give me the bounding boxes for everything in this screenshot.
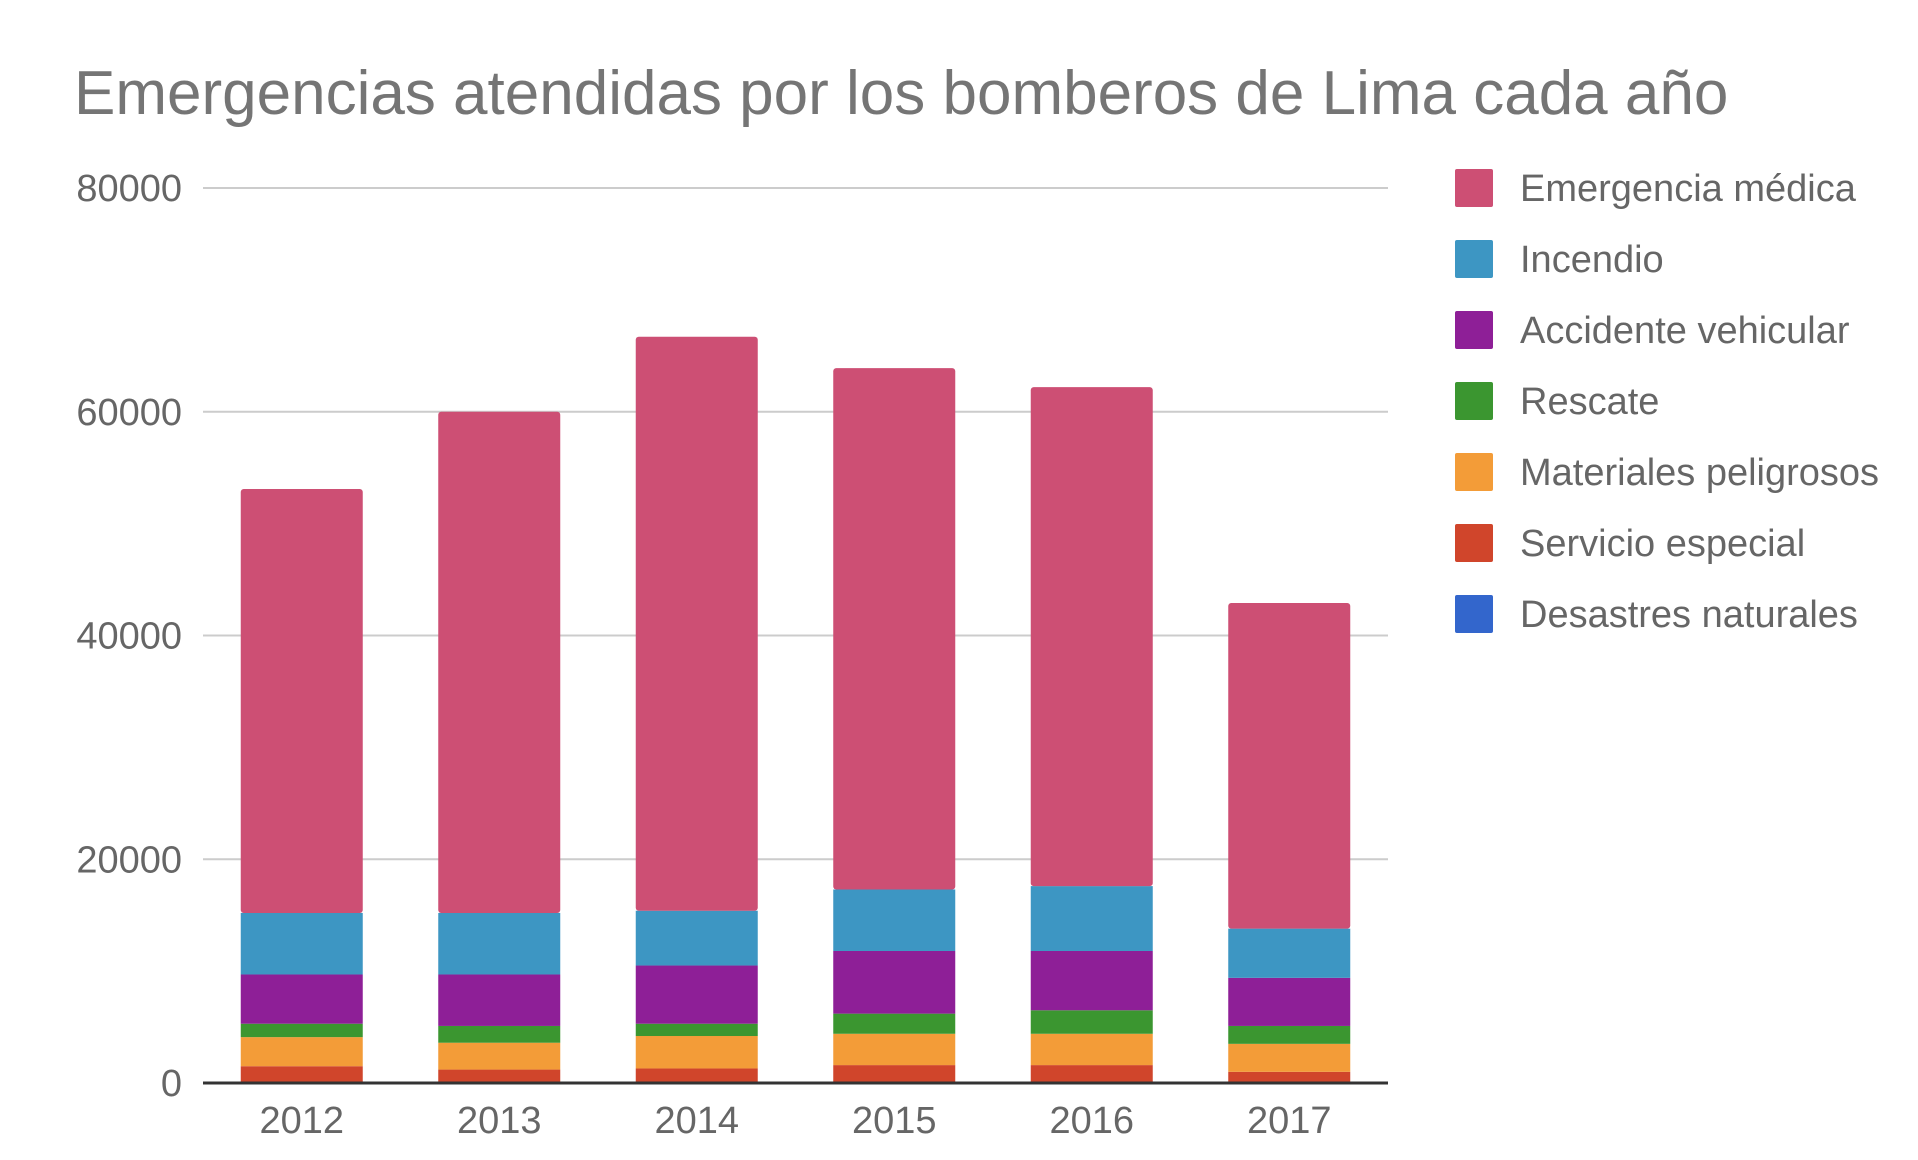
bar-stack-2012 xyxy=(240,488,363,1083)
bar-segment-materiales-peligrosos xyxy=(438,1042,561,1070)
bar-stack-2015 xyxy=(833,368,956,1083)
bar-segment-emergencia-mdica xyxy=(1030,387,1153,887)
bar-segment-rescate xyxy=(833,1013,956,1034)
legend-swatch xyxy=(1455,524,1493,562)
bars xyxy=(240,336,1351,1083)
bar-segment-servicio-especial xyxy=(438,1069,561,1082)
legend-label: Desastres naturales xyxy=(1520,594,1858,636)
legend-swatch xyxy=(1455,169,1493,207)
bar-segment-servicio-especial xyxy=(240,1066,363,1082)
y-tick-label: 60000 xyxy=(76,392,182,434)
x-tick-label: 2015 xyxy=(852,1100,937,1142)
bar-segment-rescate xyxy=(635,1023,758,1037)
bar-stack-2017 xyxy=(1228,603,1351,1083)
legend-swatch xyxy=(1455,382,1493,420)
bar-segment-servicio-especial xyxy=(833,1065,956,1082)
bar-segment-rescate xyxy=(438,1025,561,1043)
x-tick-label: 2017 xyxy=(1247,1100,1332,1142)
bar-segment-emergencia-mdica xyxy=(833,368,956,890)
bar-segment-accidente-vehicular xyxy=(635,965,758,1024)
bar-segment-incendio xyxy=(1228,928,1351,978)
x-tick-label: 2014 xyxy=(654,1100,739,1142)
bar-segment-accidente-vehicular xyxy=(438,974,561,1026)
bar-segment-accidente-vehicular xyxy=(1030,950,1153,1011)
legend-swatch xyxy=(1455,595,1493,633)
legend-swatch xyxy=(1455,240,1493,278)
legend-swatch xyxy=(1455,311,1493,349)
bar-segment-emergencia-mdica xyxy=(635,336,758,911)
legend-item: Incendio xyxy=(1455,239,1664,281)
bar-segment-emergencia-mdica xyxy=(1228,603,1351,929)
bar-segment-materiales-peligrosos xyxy=(635,1036,758,1069)
bar-segment-incendio xyxy=(240,912,363,975)
x-tick-label: 2013 xyxy=(457,1100,542,1142)
bar-segment-rescate xyxy=(240,1023,363,1038)
bar-segment-emergencia-mdica xyxy=(240,488,363,913)
bar-segment-servicio-especial xyxy=(1030,1065,1153,1082)
bar-segment-rescate xyxy=(1228,1025,1351,1044)
y-tick-label: 20000 xyxy=(76,839,182,881)
bar-segment-materiales-peligrosos xyxy=(240,1037,363,1067)
legend-item: Rescate xyxy=(1455,381,1659,423)
legend-swatch xyxy=(1455,453,1493,491)
bar-segment-accidente-vehicular xyxy=(240,974,363,1024)
chart-title: Emergencias atendidas por los bomberos d… xyxy=(74,59,1729,128)
bar-segment-emergencia-mdica xyxy=(438,411,561,913)
y-tick-label: 40000 xyxy=(76,616,182,658)
bar-segment-servicio-especial xyxy=(635,1068,758,1082)
legend-label: Emergencia médica xyxy=(1520,168,1857,210)
bar-segment-accidente-vehicular xyxy=(1228,977,1351,1026)
bar-segment-incendio xyxy=(438,912,561,975)
bar-segment-materiales-peligrosos xyxy=(1030,1033,1153,1066)
legend-item: Servicio especial xyxy=(1455,523,1805,565)
legend-label: Rescate xyxy=(1520,381,1659,423)
bar-segment-servicio-especial xyxy=(1228,1071,1351,1082)
legend-item: Emergencia médica xyxy=(1455,168,1857,210)
bar-segment-materiales-peligrosos xyxy=(1228,1043,1351,1072)
bar-stack-2016 xyxy=(1030,387,1153,1083)
x-tick-label: 2012 xyxy=(259,1100,344,1142)
legend-label: Materiales peligrosos xyxy=(1520,452,1879,494)
y-tick-label: 0 xyxy=(161,1063,182,1105)
legend-item: Materiales peligrosos xyxy=(1455,452,1879,494)
legend-label: Accidente vehicular xyxy=(1520,310,1850,352)
bar-segment-materiales-peligrosos xyxy=(833,1033,956,1066)
bar-segment-rescate xyxy=(1030,1010,1153,1034)
bar-segment-incendio xyxy=(635,910,758,966)
bar-segment-incendio xyxy=(1030,886,1153,951)
legend-item: Desastres naturales xyxy=(1455,594,1858,636)
axes: 0 20000 40000 60000 80000 2012 2013 2014 2015 201… xyxy=(76,168,1388,1142)
x-tick-label: 2016 xyxy=(1049,1100,1134,1142)
bar-segment-incendio xyxy=(833,889,956,951)
bar-segment-accidente-vehicular xyxy=(833,950,956,1014)
gridlines xyxy=(203,187,1388,861)
legend: Emergencia médica Incendio Accidente vehic… xyxy=(1455,168,1879,636)
bar-stack-2013 xyxy=(438,411,561,1083)
legend-item: Accidente vehicular xyxy=(1455,310,1850,352)
bar-stack-2014 xyxy=(635,336,758,1083)
legend-label: Incendio xyxy=(1520,239,1664,281)
y-tick-label: 80000 xyxy=(76,168,182,210)
legend-label: Servicio especial xyxy=(1520,523,1805,565)
